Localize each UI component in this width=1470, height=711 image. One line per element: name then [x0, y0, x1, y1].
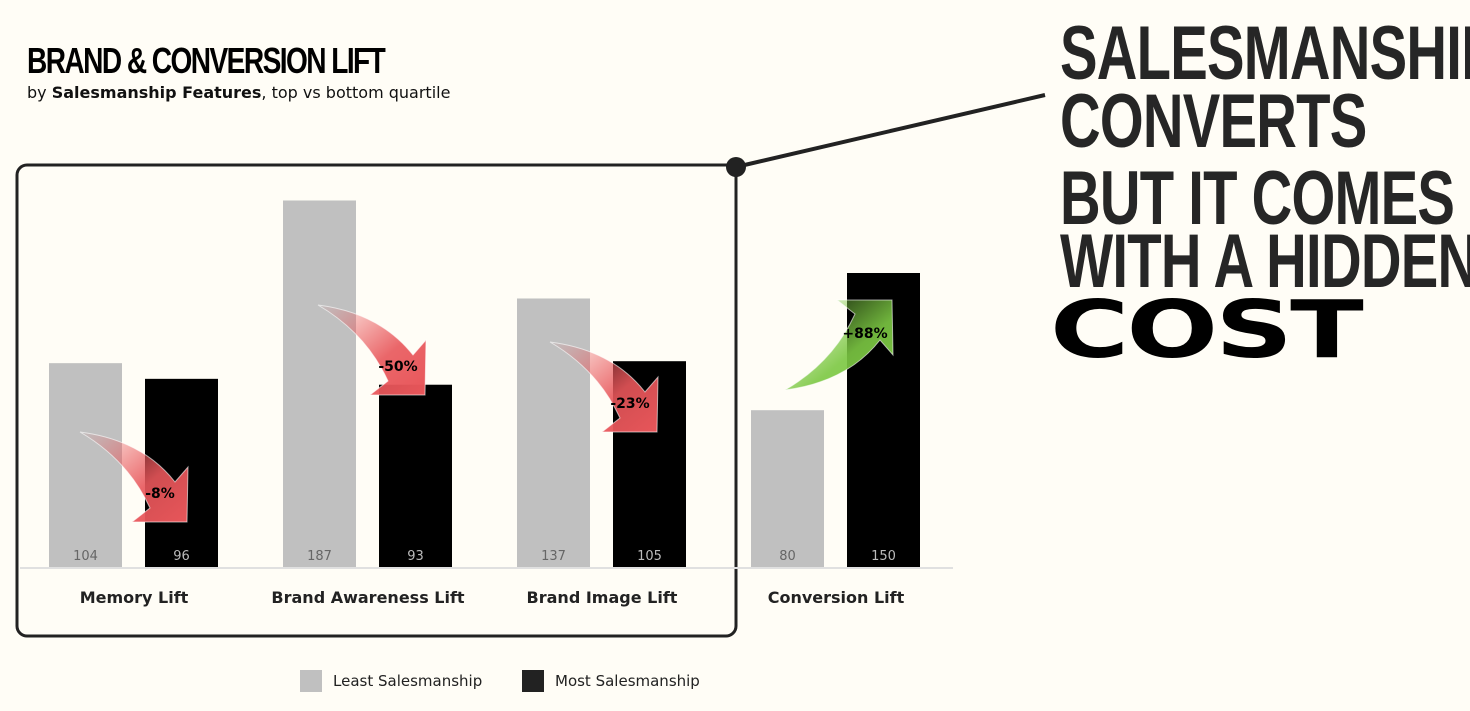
category-label: Conversion Lift	[768, 588, 905, 607]
callout-dot	[726, 157, 746, 177]
legend-swatch-least	[300, 670, 322, 692]
down-arrow-icon	[549, 341, 659, 433]
headline-line-2: CONVERTS	[1060, 79, 1367, 164]
subtitle-prefix: by	[27, 83, 52, 102]
highlight-box	[15, 163, 738, 638]
change-label: -50%	[378, 359, 417, 375]
category-label: Brand Image Lift	[527, 588, 678, 607]
change-label: +88%	[842, 326, 887, 342]
callout-line	[735, 93, 1046, 169]
headline-line-3: BUT IT COMES	[1060, 156, 1455, 241]
subtitle-bold: Salesmanship Features	[51, 83, 262, 102]
bar-value-label: 187	[307, 549, 332, 564]
up-arrow-icon	[784, 299, 894, 391]
category-label: Memory Lift	[80, 588, 189, 607]
bar-value-label: 150	[871, 549, 896, 564]
subtitle-suffix: , top vs bottom quartile	[261, 83, 451, 102]
legend-swatch-most	[522, 670, 544, 692]
bar-least	[517, 298, 590, 567]
bar-value-label: 96	[173, 549, 190, 564]
down-arrow-icon	[79, 431, 189, 523]
headline-line-1: SALESMANSHIP	[1060, 11, 1470, 96]
bar-least	[751, 410, 824, 567]
bar-value-label: 137	[541, 549, 566, 564]
change-label: -8%	[145, 486, 175, 502]
legend-label-most: Most Salesmanship	[555, 672, 700, 690]
change-label: -23%	[610, 396, 649, 412]
down-arrow-icon	[317, 304, 427, 396]
bar-value-label: 105	[637, 549, 662, 564]
bar-least	[49, 363, 122, 567]
bar-value-label: 104	[73, 549, 98, 564]
bar-value-label: 93	[407, 549, 424, 564]
bar-least	[283, 200, 356, 568]
category-label: Brand Awareness Lift	[271, 588, 465, 607]
bar-most	[379, 384, 452, 567]
legend-label-least: Least Salesmanship	[333, 672, 483, 690]
chart-title: BRAND & CONVERSION LIFT	[27, 40, 386, 81]
headline-cost: COST	[1050, 282, 1364, 377]
headline-line-4: WITH A HIDDEN	[1060, 219, 1470, 304]
chart-subtitle: by Salesmanship Features, top vs bottom …	[27, 83, 450, 102]
bar-value-label: 80	[779, 549, 796, 564]
